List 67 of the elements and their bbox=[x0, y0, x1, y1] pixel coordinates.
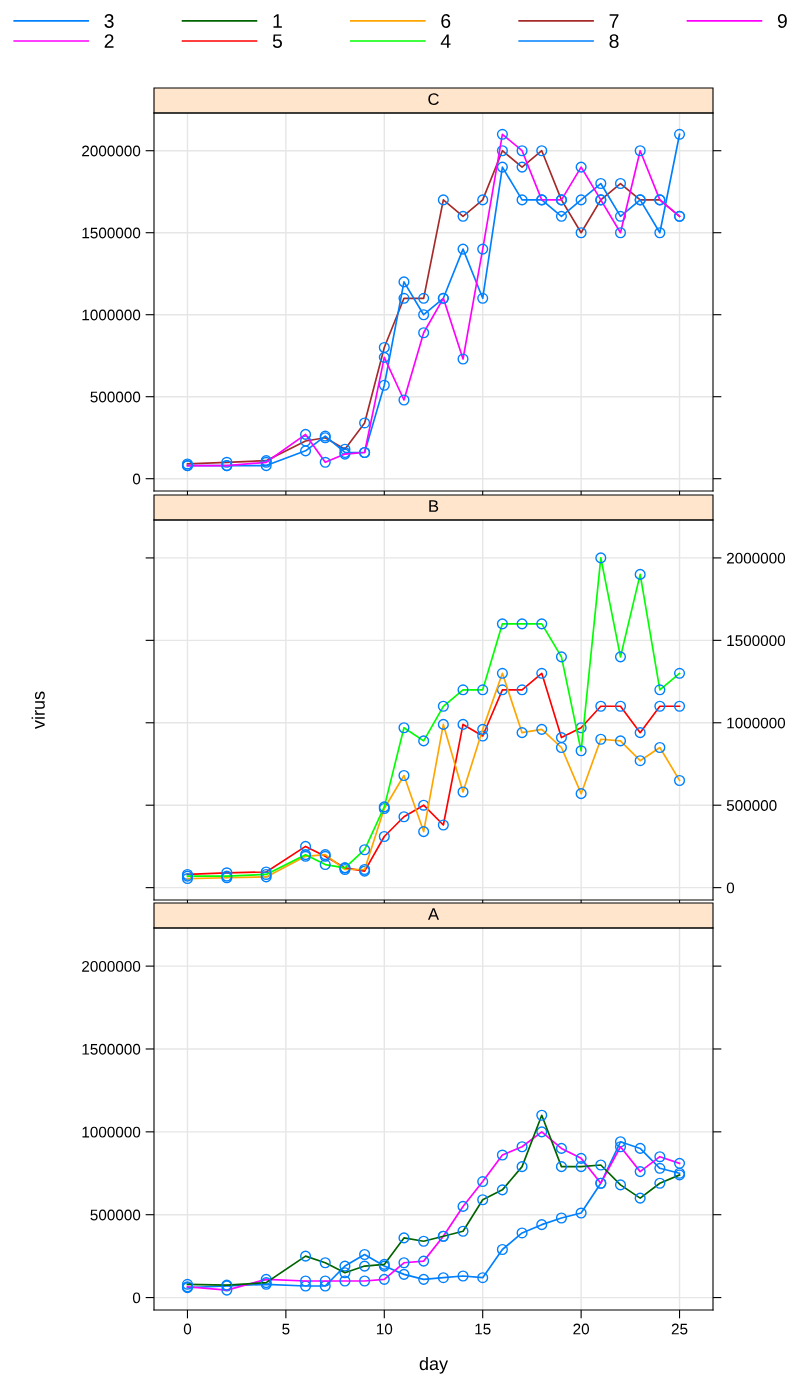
point bbox=[339, 1260, 351, 1272]
point bbox=[614, 1136, 627, 1148]
chart-title: B bbox=[429, 500, 439, 512]
legend-label: 4 bbox=[440, 34, 451, 48]
point bbox=[457, 1270, 469, 1282]
x-tick-label: 5 bbox=[282, 1323, 290, 1335]
point bbox=[555, 1212, 567, 1224]
y-tick-label: 2000000 bbox=[726, 552, 786, 564]
legend-label: 1 bbox=[273, 14, 282, 28]
point bbox=[398, 1268, 410, 1280]
legend-label: 2 bbox=[104, 34, 114, 48]
point bbox=[614, 210, 627, 222]
x-tick-label: 0 bbox=[183, 1323, 192, 1335]
point bbox=[300, 1280, 312, 1292]
point bbox=[496, 1243, 508, 1256]
y-tick-label: 0 bbox=[726, 882, 735, 894]
point bbox=[575, 1207, 587, 1219]
y-tick-label: 0 bbox=[132, 1292, 141, 1304]
legend-label: 5 bbox=[272, 34, 282, 48]
point bbox=[359, 1248, 371, 1261]
y-tick-label: 1500000 bbox=[727, 635, 786, 647]
y-tick-label: 1500000 bbox=[82, 227, 141, 239]
y-tick-label: 1000000 bbox=[82, 309, 141, 321]
point bbox=[516, 194, 528, 206]
legend-label: 9 bbox=[777, 14, 787, 28]
legend-label: 7 bbox=[609, 14, 619, 28]
point bbox=[555, 210, 567, 222]
point bbox=[477, 292, 489, 304]
point bbox=[378, 379, 390, 391]
x-tick-label: 15 bbox=[475, 1323, 491, 1335]
point bbox=[437, 1272, 449, 1284]
y-tick-label: 500000 bbox=[90, 1209, 141, 1221]
point bbox=[457, 243, 469, 255]
point bbox=[260, 460, 272, 472]
point bbox=[654, 227, 666, 239]
point bbox=[496, 161, 508, 173]
x-tick-label: 10 bbox=[376, 1323, 393, 1335]
x-axis-title: day bbox=[419, 1356, 449, 1374]
y-tick-label: 500000 bbox=[90, 391, 141, 403]
point bbox=[654, 1162, 666, 1174]
point bbox=[398, 276, 410, 288]
point bbox=[300, 445, 312, 457]
point bbox=[634, 1142, 646, 1154]
y-tick-label: 500000 bbox=[726, 800, 777, 811]
point bbox=[536, 1219, 548, 1231]
point bbox=[319, 1280, 331, 1292]
y-tick-label: 1000000 bbox=[727, 717, 786, 729]
chart-title: A bbox=[427, 908, 440, 920]
legend-label: 6 bbox=[441, 14, 451, 28]
y-axis-title: virus bbox=[31, 691, 45, 729]
y-tick-label: 1000000 bbox=[82, 1126, 141, 1138]
y-tick-label: 2000000 bbox=[82, 960, 141, 972]
chart-title: C bbox=[428, 93, 439, 105]
y-tick-label: 1500000 bbox=[82, 1043, 141, 1055]
point bbox=[575, 194, 587, 206]
y-tick-label: 0 bbox=[132, 473, 141, 485]
x-tick-label: 20 bbox=[573, 1323, 590, 1335]
legend-label: 3 bbox=[104, 14, 114, 28]
point bbox=[673, 128, 686, 140]
point bbox=[516, 1227, 528, 1239]
legend-label: 8 bbox=[609, 34, 619, 48]
x-tick-label: 25 bbox=[671, 1323, 688, 1335]
point bbox=[418, 1273, 430, 1285]
y-tick-label: 2000000 bbox=[82, 145, 141, 157]
point bbox=[595, 177, 607, 190]
point bbox=[477, 1272, 489, 1284]
point bbox=[418, 309, 430, 321]
